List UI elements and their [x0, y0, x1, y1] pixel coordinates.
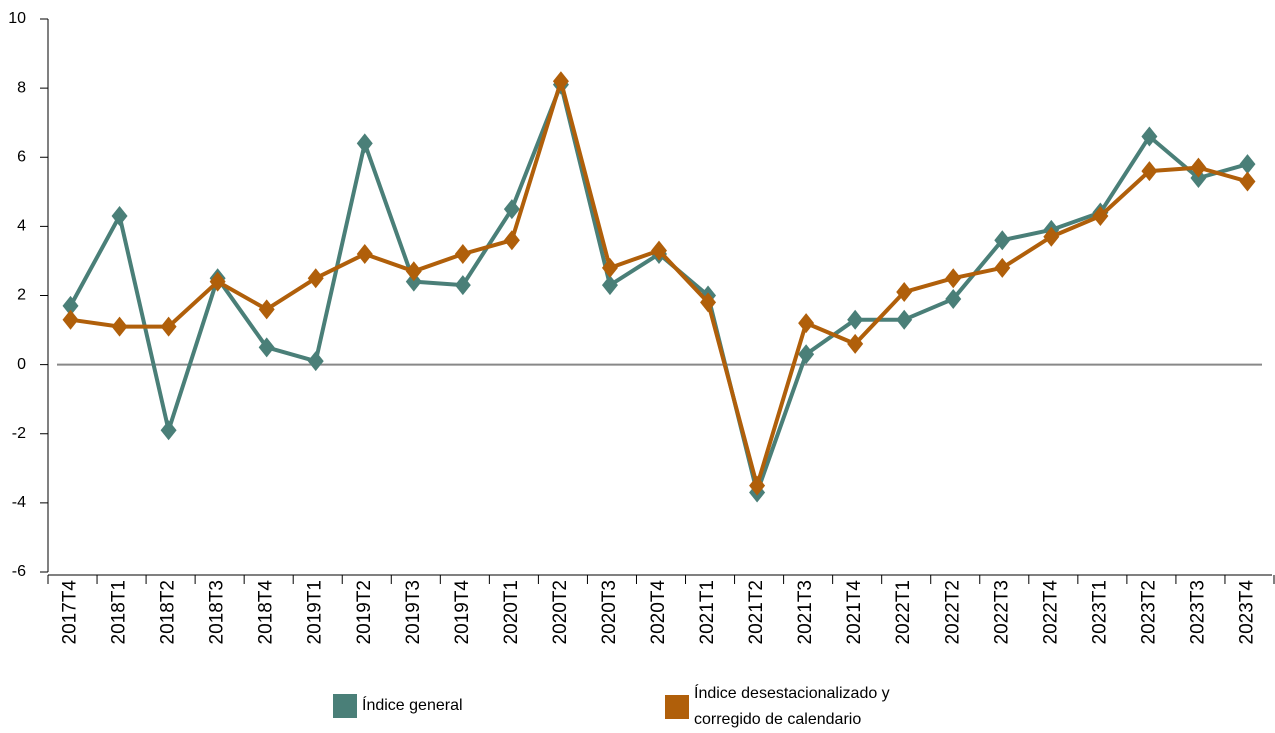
point-marker	[160, 316, 177, 337]
point-marker	[503, 199, 520, 220]
y-tick-label: -2	[12, 425, 26, 442]
point-marker	[945, 288, 962, 309]
point-marker	[700, 292, 717, 313]
x-tick-label: 2017T4	[60, 580, 81, 645]
point-marker	[798, 344, 815, 365]
x-tick-label: 2023T2	[1138, 580, 1159, 644]
y-tick-label: 0	[17, 356, 26, 373]
x-tick-label: 2020T1	[501, 580, 522, 644]
y-tick-label: 4	[17, 218, 26, 235]
legend-label: Índice desestacionalizado y corregido de…	[694, 685, 890, 728]
y-tick-label: 2	[17, 287, 26, 304]
legend-swatch	[333, 694, 357, 718]
x-tick-label: 2020T4	[648, 580, 669, 645]
x-tick-label: 2023T3	[1187, 580, 1208, 644]
point-marker	[307, 268, 324, 289]
point-marker	[847, 333, 864, 354]
point-marker	[405, 261, 422, 282]
point-marker	[454, 244, 471, 265]
x-tick-label: 2018T2	[158, 580, 179, 644]
point-marker	[945, 268, 962, 289]
point-marker	[1239, 171, 1256, 192]
x-tick-label: 2019T1	[305, 580, 326, 644]
x-tick-label: 2022T2	[942, 580, 963, 644]
x-tick-label: 2020T2	[550, 580, 571, 644]
point-marker	[1190, 167, 1207, 188]
x-tick-label: 2019T4	[452, 580, 473, 645]
point-marker	[651, 240, 667, 261]
x-tick-label: 2021T1	[697, 580, 718, 644]
point-marker	[111, 206, 128, 227]
point-marker	[601, 257, 618, 278]
point-marker	[1043, 226, 1060, 247]
y-tick-label: 8	[17, 79, 26, 96]
x-tick-label: 2018T3	[207, 580, 228, 644]
point-marker	[111, 316, 128, 337]
point-marker	[601, 275, 618, 296]
point-marker	[454, 275, 471, 296]
x-tick-label: 2021T2	[746, 580, 767, 644]
x-tick-label: 2019T3	[403, 580, 424, 644]
legend-swatch	[665, 695, 689, 719]
legend-label: Índice general	[362, 697, 463, 714]
x-tick-label: 2022T4	[1040, 580, 1061, 645]
point-marker	[356, 133, 373, 154]
series-line	[68, 82, 1249, 495]
legend-item: Índice general	[333, 694, 463, 718]
x-tick-label: 2019T2	[354, 580, 375, 644]
y-tick-label: -4	[12, 494, 26, 511]
point-marker	[209, 271, 226, 292]
x-tick-label: 2021T3	[795, 580, 816, 644]
x-tick-label: 2022T3	[991, 580, 1012, 644]
point-marker	[847, 309, 864, 330]
point-marker	[1190, 157, 1207, 178]
x-tick-label: 2023T4	[1236, 580, 1257, 645]
point-marker	[552, 71, 569, 92]
point-marker	[1141, 161, 1158, 182]
point-marker	[405, 271, 422, 292]
point-marker	[258, 337, 275, 358]
x-tick-label: 2021T4	[844, 580, 865, 645]
point-marker	[62, 309, 79, 330]
point-marker	[1239, 154, 1256, 175]
point-marker	[896, 282, 913, 303]
point-marker	[160, 420, 177, 441]
y-tick-label: -6	[12, 563, 26, 580]
point-marker	[896, 309, 913, 330]
point-marker	[1141, 126, 1158, 147]
point-marker	[307, 351, 324, 372]
point-marker	[1092, 206, 1109, 227]
x-tick-label: 2018T1	[109, 580, 130, 644]
point-marker	[62, 295, 79, 316]
point-marker	[994, 257, 1011, 278]
x-tick-label: 2023T1	[1089, 580, 1110, 644]
y-tick-label: 10	[8, 10, 26, 27]
chart: -6 -4 -2 0 2 4 6 8 10 2017T4 2018T1 2018T2 2018T3 201…	[8, 10, 1275, 645]
point-marker	[258, 299, 275, 320]
x-tick-label: 2018T4	[256, 580, 277, 645]
point-marker	[798, 313, 815, 334]
point-marker	[503, 230, 520, 251]
legend-item: Índice desestacionalizado y corregido de…	[665, 681, 945, 733]
point-marker	[749, 475, 766, 496]
y-tick-label: 6	[17, 148, 26, 165]
point-marker	[356, 244, 373, 265]
point-marker	[994, 230, 1011, 251]
x-tick-label: 2022T1	[893, 580, 914, 644]
x-tick-label: 2020T3	[599, 580, 620, 644]
series-line	[70, 79, 1249, 488]
